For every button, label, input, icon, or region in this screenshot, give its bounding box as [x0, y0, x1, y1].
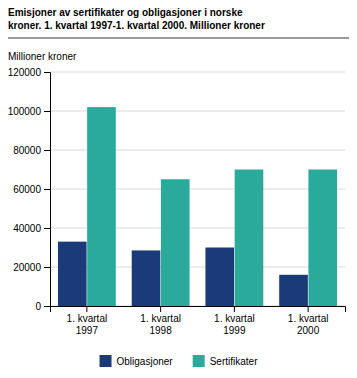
y-axis-line	[44, 73, 51, 307]
x-tick-label-line: 1997	[76, 325, 99, 336]
x-axis: 1. kvartal19971. kvartal19981. kvartal19…	[51, 306, 346, 336]
title: Emisjoner av sertifikater og obligasjone…	[8, 7, 265, 31]
y-tick: 120000	[8, 67, 50, 78]
legend-label: Obligasjoner	[117, 356, 174, 367]
y-tick: 100000	[8, 106, 50, 117]
grid	[50, 72, 345, 306]
y-tick-label: 100000	[8, 106, 42, 117]
y-axis: 0 20000 40000 60000 80000 100000 120000	[8, 67, 51, 312]
x-tick-label: 1. kvartal1998	[140, 313, 181, 336]
bars	[58, 107, 337, 306]
separator	[8, 38, 349, 39]
x-tick-label-line: 1. kvartal	[214, 313, 255, 324]
x-tick-label: 1. kvartal1999	[214, 313, 255, 336]
y-tick-mark	[44, 267, 50, 268]
x-tick-label: 1. kvartal1997	[67, 313, 108, 336]
title-line: kroner. 1. kvartal 1997-1. kvartal 2000.…	[8, 20, 265, 31]
bar	[308, 170, 337, 307]
y-tick: 60000	[13, 184, 50, 195]
y-tick-mark	[44, 150, 50, 151]
y-tick-label: 20000	[13, 262, 41, 273]
x-tick-label: 1. kvartal2000	[288, 313, 329, 336]
bar	[161, 179, 190, 306]
y-tick: 20000	[13, 262, 50, 273]
bar	[205, 248, 234, 307]
title-line: Emisjoner av sertifikater og obligasjone…	[8, 7, 243, 18]
y-tick-label: 120000	[8, 67, 42, 78]
y-tick-label: 0	[35, 301, 41, 312]
y-tick-mark	[44, 111, 50, 112]
x-tick: 1. kvartal2000	[288, 306, 329, 336]
legend-swatch	[193, 355, 205, 367]
y-tick-mark	[44, 189, 50, 190]
bar	[235, 170, 264, 307]
x-tick-mark	[160, 306, 161, 312]
bar	[87, 107, 116, 306]
bar	[132, 250, 161, 306]
x-tick-label-line: 1. kvartal	[140, 313, 181, 324]
grid-line	[50, 72, 345, 73]
y-tick-mark	[44, 306, 50, 307]
legend: Obligasjoner Sertifikater	[100, 355, 259, 367]
legend-item: Obligasjoner	[100, 355, 174, 367]
y-tick: 40000	[13, 223, 50, 234]
y-tick-mark	[44, 72, 50, 73]
x-tick-mark	[308, 306, 309, 312]
bar	[58, 242, 87, 306]
y-tick-label: 80000	[13, 145, 41, 156]
bar	[279, 275, 308, 306]
x-tick-mark	[234, 306, 235, 312]
plot: 0 20000 40000 60000 80000 100000 120000 1. kvar…	[8, 67, 346, 336]
y-tick: 80000	[13, 145, 50, 156]
x-axis-line	[51, 307, 346, 313]
x-tick-label-line: 1. kvartal	[288, 313, 329, 324]
series	[87, 107, 337, 306]
x-tick-label-line: 1999	[223, 325, 246, 336]
x-tick: 1. kvartal1998	[140, 306, 181, 336]
y-tick-label: 40000	[13, 223, 41, 234]
legend-swatch	[100, 355, 112, 367]
x-tick-label-line: 1. kvartal	[67, 313, 108, 324]
x-tick-mark	[86, 306, 87, 312]
legend-item: Sertifikater	[193, 355, 258, 367]
x-tick: 1. kvartal1997	[67, 306, 108, 336]
x-tick: 1. kvartal1999	[214, 306, 255, 336]
y-tick-mark	[44, 228, 50, 229]
y-tick-label: 60000	[13, 184, 41, 195]
x-tick-label-line: 1998	[150, 325, 173, 336]
y-tick: 0	[35, 301, 50, 312]
legend-label: Sertifikater	[210, 356, 258, 367]
chart: Emisjoner av sertifikater og obligasjone…	[0, 0, 357, 378]
x-tick-label-line: 2000	[297, 325, 320, 336]
y-label: Millioner kroner	[8, 51, 77, 62]
